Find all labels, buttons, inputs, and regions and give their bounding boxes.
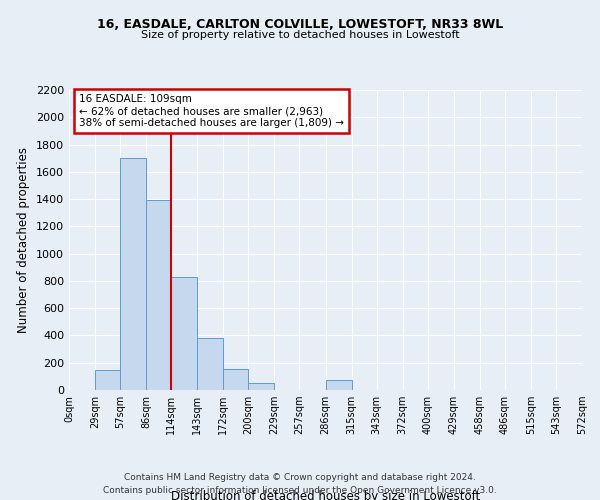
Text: Contains public sector information licensed under the Open Government Licence v3: Contains public sector information licen… bbox=[103, 486, 497, 495]
Bar bbox=[223, 369, 248, 390]
Text: Size of property relative to detached houses in Lowestoft: Size of property relative to detached ho… bbox=[140, 30, 460, 40]
X-axis label: Distribution of detached houses by size in Lowestoft: Distribution of detached houses by size … bbox=[171, 490, 480, 500]
Bar bbox=[197, 338, 223, 390]
Bar bbox=[171, 277, 197, 390]
Bar bbox=[325, 380, 352, 390]
Bar bbox=[120, 158, 146, 390]
Y-axis label: Number of detached properties: Number of detached properties bbox=[17, 147, 31, 333]
Text: Contains HM Land Registry data © Crown copyright and database right 2024.: Contains HM Land Registry data © Crown c… bbox=[124, 472, 476, 482]
Bar bbox=[95, 370, 120, 390]
Bar bbox=[146, 200, 171, 390]
Text: 16, EASDALE, CARLTON COLVILLE, LOWESTOFT, NR33 8WL: 16, EASDALE, CARLTON COLVILLE, LOWESTOFT… bbox=[97, 18, 503, 30]
Bar bbox=[248, 383, 274, 390]
Text: 16 EASDALE: 109sqm
← 62% of detached houses are smaller (2,963)
38% of semi-deta: 16 EASDALE: 109sqm ← 62% of detached hou… bbox=[79, 94, 344, 128]
